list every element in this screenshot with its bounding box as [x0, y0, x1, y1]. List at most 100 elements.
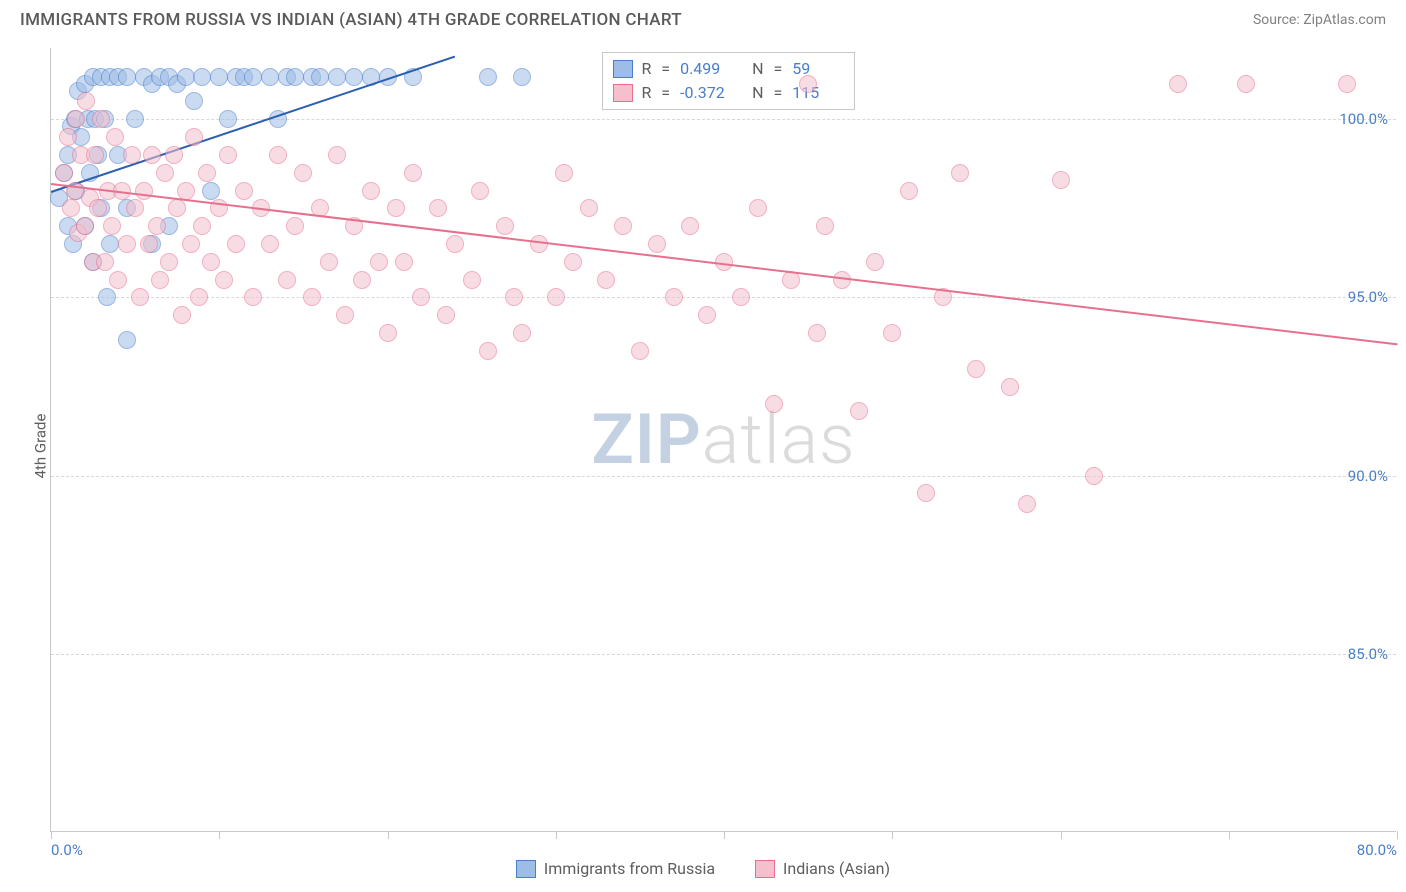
- data-point-indian: [182, 235, 200, 253]
- gridline: [51, 654, 1396, 655]
- scatter-chart: ZIPatlas R=0.499N=59R=-0.372N=115 85.0%9…: [50, 48, 1396, 832]
- data-point-russia: [177, 68, 195, 86]
- trendline-indian: [51, 183, 1397, 345]
- data-point-indian: [1018, 495, 1036, 513]
- data-point-indian: [1052, 171, 1070, 189]
- data-point-indian: [732, 288, 750, 306]
- data-point-indian: [185, 128, 203, 146]
- x-tick: [388, 831, 389, 839]
- data-point-russia: [311, 68, 329, 86]
- data-point-russia: [244, 68, 262, 86]
- data-point-russia: [219, 110, 237, 128]
- data-point-indian: [89, 199, 107, 217]
- data-point-indian: [370, 253, 388, 271]
- data-point-russia: [328, 68, 346, 86]
- data-point-indian: [387, 199, 405, 217]
- data-point-indian: [866, 253, 884, 271]
- data-point-indian: [900, 182, 918, 200]
- data-point-indian: [336, 306, 354, 324]
- data-point-indian: [198, 164, 216, 182]
- data-point-indian: [513, 324, 531, 342]
- data-point-indian: [547, 288, 565, 306]
- data-point-indian: [177, 182, 195, 200]
- data-point-indian: [103, 217, 121, 235]
- data-point-indian: [463, 271, 481, 289]
- data-point-indian: [77, 92, 95, 110]
- swatch-russia: [613, 60, 633, 78]
- data-point-indian: [917, 484, 935, 502]
- data-point-indian: [580, 199, 598, 217]
- x-tick-label: 80.0%: [1357, 841, 1397, 859]
- data-point-indian: [1001, 378, 1019, 396]
- data-point-indian: [140, 235, 158, 253]
- data-point-indian: [215, 271, 233, 289]
- y-tick-label: 90.0%: [1348, 467, 1388, 485]
- y-tick-label: 95.0%: [1348, 288, 1388, 306]
- data-point-russia: [202, 182, 220, 200]
- data-point-indian: [1338, 75, 1356, 93]
- data-point-indian: [555, 164, 573, 182]
- data-point-indian: [148, 217, 166, 235]
- data-point-indian: [59, 128, 77, 146]
- swatch-indian: [755, 860, 775, 878]
- data-point-indian: [808, 324, 826, 342]
- y-tick-label: 100.0%: [1339, 110, 1388, 128]
- legend-label: Indians (Asian): [783, 859, 890, 878]
- correlation-legend: R=0.499N=59R=-0.372N=115: [602, 52, 855, 110]
- swatch-russia: [516, 860, 536, 878]
- x-tick-label: 0.0%: [51, 841, 83, 859]
- data-point-indian: [471, 182, 489, 200]
- data-point-indian: [55, 164, 73, 182]
- data-point-indian: [106, 128, 124, 146]
- x-tick: [1397, 831, 1398, 839]
- y-axis-label: 4th Grade: [31, 414, 49, 479]
- data-point-indian: [967, 360, 985, 378]
- legend-item-indian: Indians (Asian): [755, 859, 890, 878]
- legend-item-russia: Immigrants from Russia: [516, 859, 715, 878]
- x-tick: [219, 831, 220, 839]
- chart-header: IMMIGRANTS FROM RUSSIA VS INDIAN (ASIAN)…: [0, 0, 1406, 34]
- data-point-indian: [269, 146, 287, 164]
- data-point-indian: [160, 253, 178, 271]
- data-point-indian: [303, 288, 321, 306]
- data-point-russia: [261, 68, 279, 86]
- data-point-indian: [173, 306, 191, 324]
- data-point-russia: [98, 288, 116, 306]
- data-point-indian: [62, 199, 80, 217]
- data-point-russia: [101, 235, 119, 253]
- data-point-indian: [261, 235, 279, 253]
- data-point-indian: [67, 110, 85, 128]
- data-point-russia: [185, 92, 203, 110]
- data-point-indian: [109, 271, 127, 289]
- data-point-indian: [505, 288, 523, 306]
- data-point-indian: [446, 235, 464, 253]
- data-point-indian: [126, 199, 144, 217]
- data-point-russia: [210, 68, 228, 86]
- data-point-russia: [126, 110, 144, 128]
- x-tick: [892, 831, 893, 839]
- data-point-indian: [437, 306, 455, 324]
- data-point-indian: [496, 217, 514, 235]
- data-point-indian: [362, 182, 380, 200]
- data-point-indian: [165, 146, 183, 164]
- data-point-russia: [286, 68, 304, 86]
- x-tick: [1229, 831, 1230, 839]
- data-point-indian: [1085, 467, 1103, 485]
- data-point-indian: [665, 288, 683, 306]
- data-point-indian: [92, 110, 110, 128]
- data-point-indian: [765, 395, 783, 413]
- data-point-indian: [278, 271, 296, 289]
- r-value-indian: -0.372: [680, 81, 732, 105]
- data-point-indian: [156, 164, 174, 182]
- data-point-indian: [614, 217, 632, 235]
- data-point-indian: [850, 402, 868, 420]
- data-point-indian: [951, 164, 969, 182]
- data-point-indian: [86, 146, 104, 164]
- data-point-indian: [883, 324, 901, 342]
- data-point-russia: [513, 68, 531, 86]
- data-point-russia: [479, 68, 497, 86]
- data-point-indian: [1237, 75, 1255, 93]
- data-point-indian: [96, 253, 114, 271]
- data-point-indian: [244, 288, 262, 306]
- data-point-indian: [76, 217, 94, 235]
